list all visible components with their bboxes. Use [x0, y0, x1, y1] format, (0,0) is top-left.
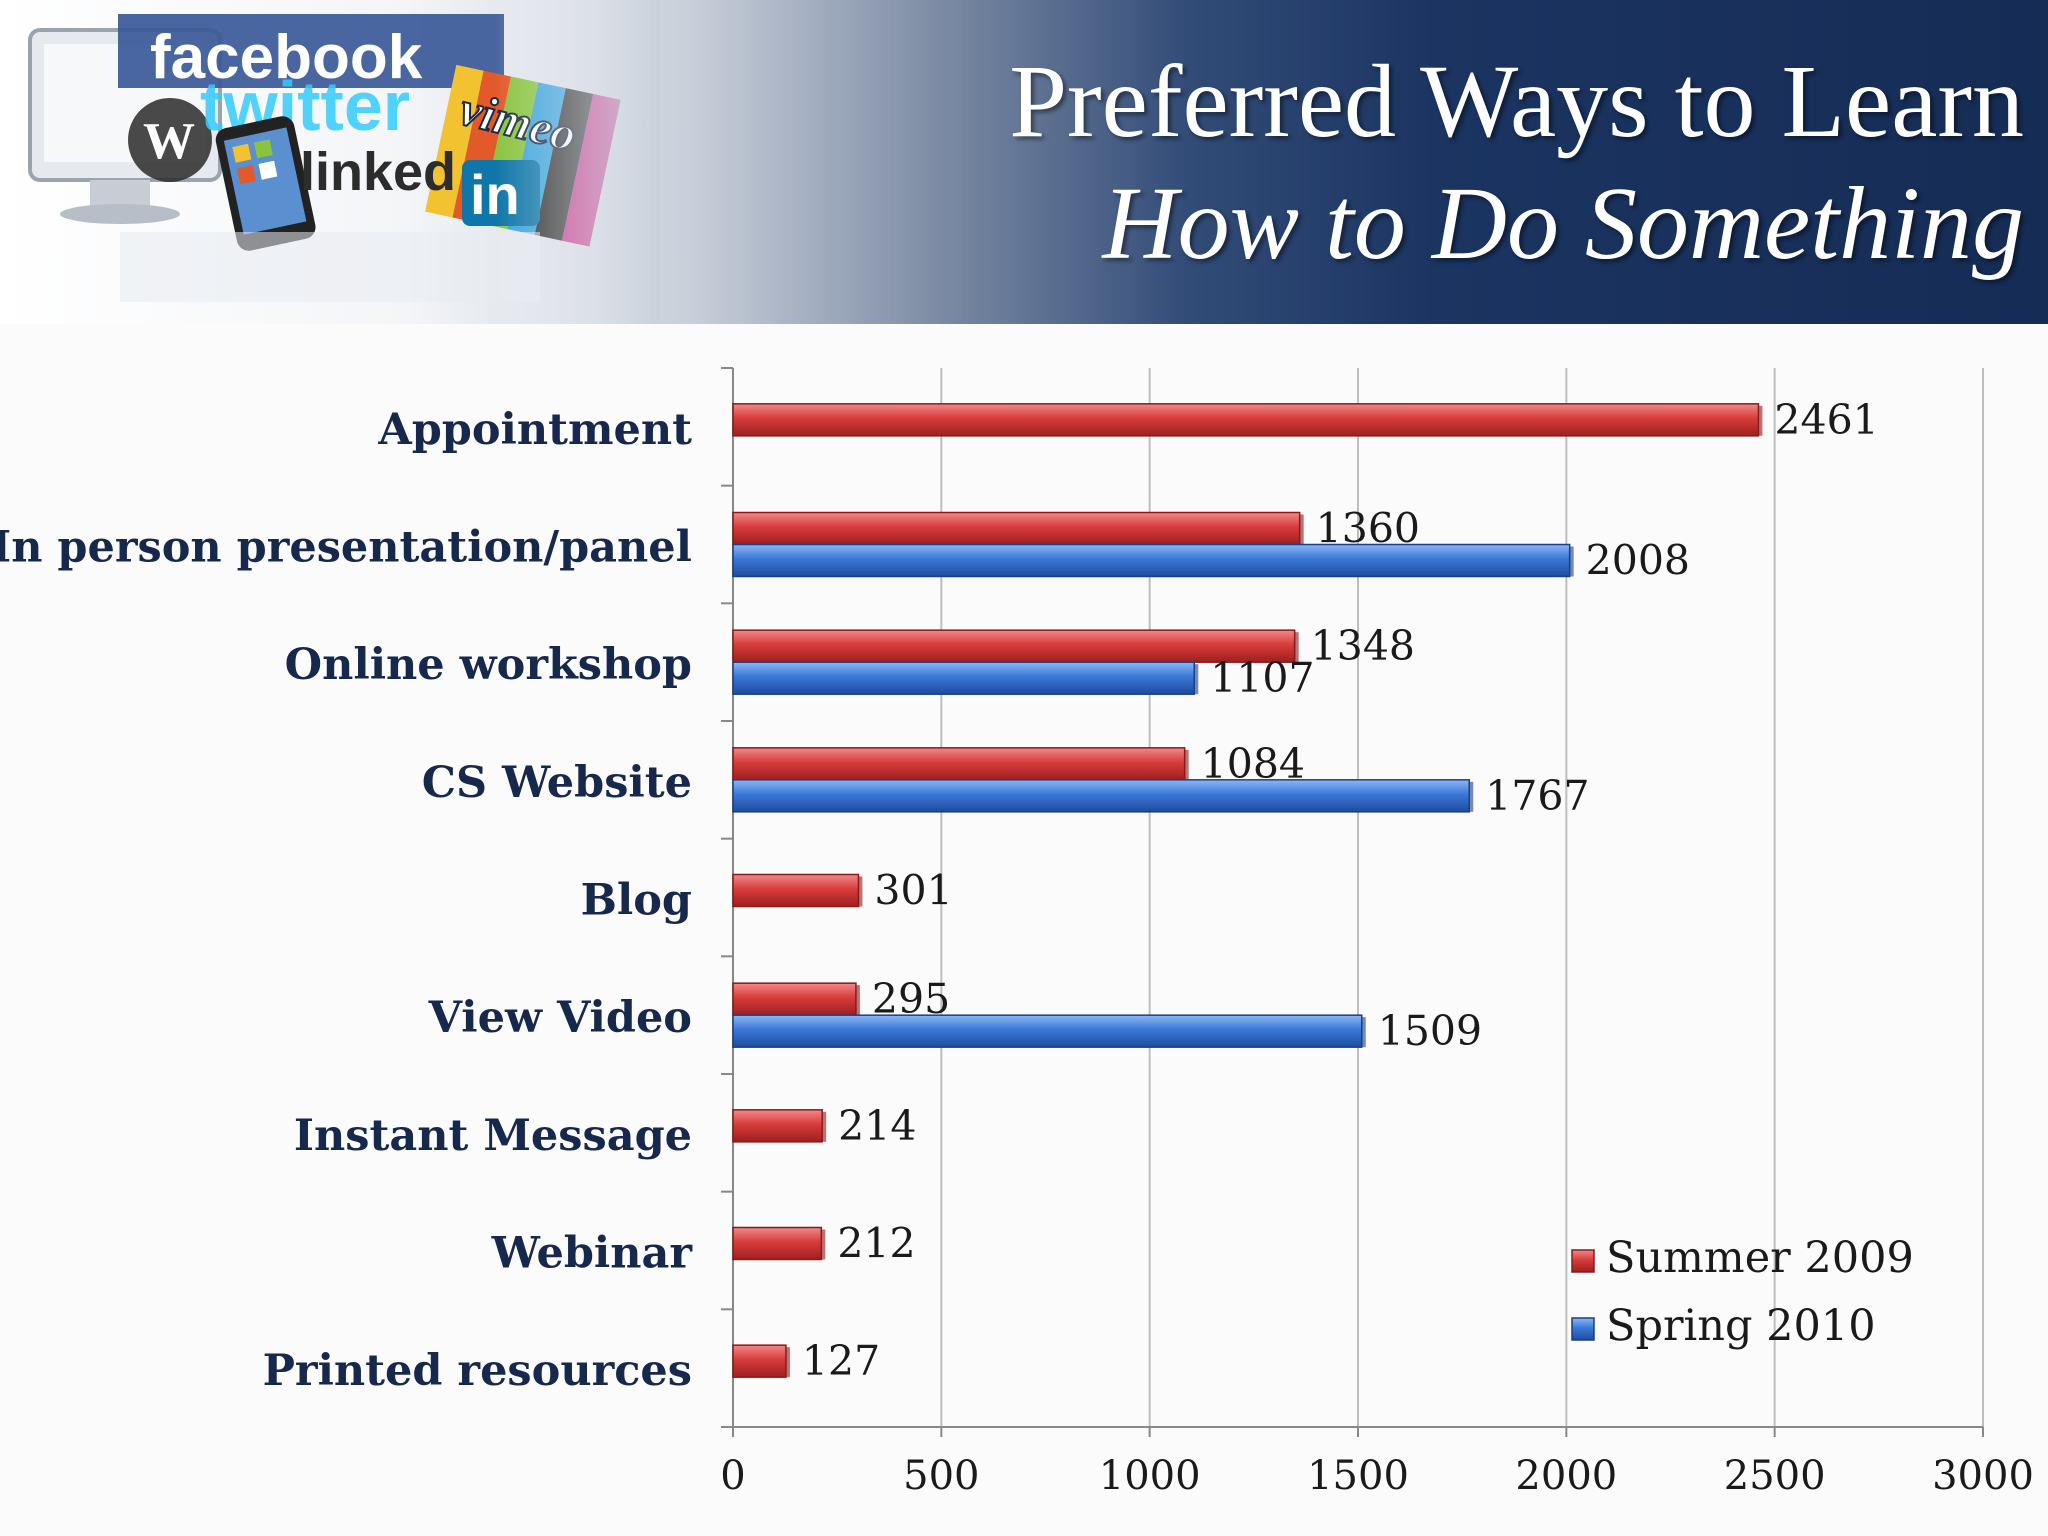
- data-label: 214: [838, 1102, 916, 1150]
- data-label: 1107: [1210, 654, 1314, 702]
- labels: 0 500 1000 1500 2000 2500 3000 Appointment 2461 I…: [0, 396, 2034, 1499]
- bar-summer-2009: [732, 982, 857, 1016]
- category-label: Webinar: [491, 1229, 694, 1279]
- category-label: CS Website: [422, 758, 692, 808]
- data-label: 1348: [1311, 622, 1415, 670]
- bar-edge: [1569, 546, 1574, 577]
- bar-edge: [855, 985, 860, 1016]
- bar-spring-2010: [732, 543, 1571, 578]
- x-tick-label: 2500: [1724, 1453, 1826, 1499]
- bar-edge: [821, 1229, 826, 1260]
- bar-summer-2009: [732, 629, 1296, 663]
- bar-edge: [822, 1111, 827, 1142]
- bar-summer-2009: [732, 511, 1301, 546]
- x-tick-label: 1500: [1307, 1453, 1409, 1499]
- bar-edge: [1294, 632, 1299, 663]
- bar-edge: [1184, 749, 1189, 780]
- data-label: 301: [874, 867, 952, 915]
- bars: [732, 403, 1763, 1378]
- x-tick-label: 2000: [1515, 1453, 1617, 1499]
- bar-summer-2009: [732, 1109, 823, 1143]
- data-label: 127: [802, 1337, 880, 1385]
- bar-summer-2009: [732, 1344, 787, 1378]
- social-media-collage: facebook W twitter linked: [0, 0, 660, 324]
- slide-title: Preferred Ways to Learn: [1009, 44, 2024, 159]
- legend-label: Spring 2010: [1606, 1301, 1876, 1351]
- bar-summer-2009: [732, 747, 1186, 781]
- bar-edge: [1361, 1017, 1366, 1048]
- category-label: Instant Message: [294, 1111, 692, 1161]
- legend-label: Summer 2009: [1606, 1233, 1914, 1283]
- slide-subtitle: How to Do Something: [1102, 166, 2024, 281]
- bar-chart: 0 500 1000 1500 2000 2500 3000 Appointment 2461 I…: [0, 367, 2034, 1499]
- legend-swatch: [1571, 1249, 1595, 1273]
- data-label: 212: [837, 1220, 915, 1268]
- x-tick-label: 1000: [1099, 1453, 1201, 1499]
- category-label: In person presentation/panel: [0, 523, 692, 573]
- data-label: 2008: [1586, 537, 1690, 585]
- bar-spring-2010: [732, 1014, 1363, 1048]
- bar-summer-2009: [732, 403, 1760, 437]
- bar-edge: [1194, 664, 1199, 695]
- data-label: 1360: [1316, 505, 1420, 553]
- bar-edge: [785, 1347, 790, 1378]
- slide-header: facebook W twitter linked: [0, 0, 2048, 324]
- category-label: Printed resources: [263, 1346, 692, 1396]
- category-label: Online workshop: [285, 640, 692, 690]
- bar-edge: [1469, 781, 1474, 812]
- x-tick-label: 3000: [1932, 1453, 2034, 1499]
- bar-edge: [858, 876, 863, 907]
- bar-edge: [1299, 514, 1304, 545]
- legend: Summer 2009 Spring 2010: [1571, 1233, 1914, 1351]
- data-label: 2461: [1774, 396, 1878, 444]
- x-tick-label: 0: [720, 1453, 745, 1499]
- category-label: Appointment: [377, 405, 692, 455]
- category-label: Blog: [581, 876, 692, 926]
- data-label: 1767: [1485, 772, 1589, 820]
- category-label: View Video: [428, 993, 692, 1043]
- bar-edge: [1758, 405, 1763, 436]
- data-label: 295: [872, 975, 950, 1023]
- legend-swatch: [1571, 1317, 1595, 1341]
- bar-summer-2009: [732, 873, 860, 908]
- bar-spring-2010: [732, 779, 1470, 813]
- data-label: 1084: [1201, 740, 1305, 788]
- x-tick-label: 500: [903, 1453, 979, 1499]
- bar-summer-2009: [732, 1226, 823, 1261]
- bar-spring-2010: [732, 661, 1195, 695]
- data-label: 1509: [1378, 1007, 1482, 1055]
